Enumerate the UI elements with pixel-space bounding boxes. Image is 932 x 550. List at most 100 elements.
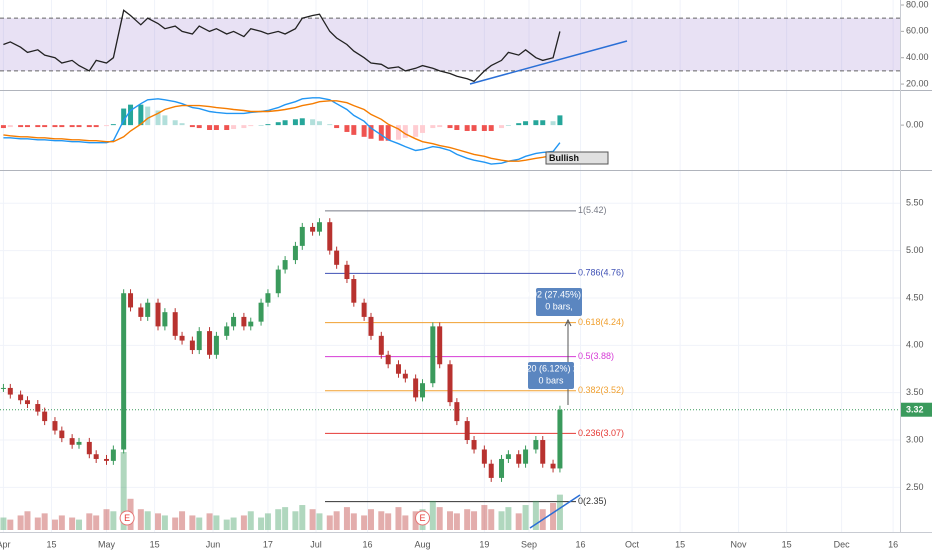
macd-histogram-bar — [248, 125, 254, 127]
candle-body — [437, 326, 443, 365]
macd-histogram-bar — [93, 125, 99, 128]
volume-bar — [395, 507, 402, 530]
macd-histogram-bar — [76, 125, 82, 128]
candle-body — [128, 293, 134, 308]
macd-histogram-bar — [241, 125, 247, 129]
volume-bar — [213, 515, 220, 530]
x-tick-label: 16 — [888, 539, 898, 549]
volume-bar — [505, 507, 512, 530]
volume-bar — [247, 511, 254, 530]
candle-body — [86, 441, 92, 455]
candle-body — [145, 302, 151, 317]
volume-bar — [93, 515, 100, 530]
rsi-tick-label: 40.00 — [906, 52, 929, 62]
x-tick-label: 15 — [782, 539, 792, 549]
volume-bar — [367, 509, 374, 530]
rsi-band — [0, 18, 900, 71]
x-tick-label: 15 — [47, 539, 57, 549]
tooltip-text: 0 bars, — [545, 301, 573, 311]
macd-histogram-bar — [437, 125, 443, 128]
candle-body — [505, 454, 511, 459]
macd-histogram-bar — [499, 125, 505, 129]
candle-body — [213, 335, 219, 355]
candle-body — [499, 458, 505, 478]
macd-histogram-bar — [488, 125, 494, 131]
macd-histogram-bar — [69, 125, 75, 128]
candle-body — [138, 307, 144, 317]
volume-bar — [34, 517, 41, 530]
volume-bar — [402, 515, 409, 530]
candle-body — [488, 463, 494, 478]
volume-bar — [447, 511, 453, 530]
candle-body — [207, 331, 213, 355]
candle-body — [52, 421, 58, 431]
macd-histogram-bar — [447, 125, 453, 129]
rsi-trend-line — [469, 40, 628, 85]
candle-body — [299, 226, 305, 246]
fib-label: 0.382(3.52) — [578, 385, 624, 395]
fib-label: 0.618(4.24) — [578, 317, 624, 327]
candle-body — [103, 458, 109, 461]
volume-bar — [275, 509, 282, 530]
macd-histogram-bar — [42, 125, 48, 128]
candle-body — [316, 222, 322, 232]
volume-bar — [453, 513, 460, 530]
event-label: E — [124, 513, 130, 523]
macd-histogram-bar — [454, 125, 460, 130]
volume-trend-line — [529, 494, 581, 529]
volume-bar — [76, 519, 83, 530]
macd-histogram-bar — [18, 125, 24, 128]
candle-body — [454, 402, 460, 422]
volume-bar — [110, 511, 117, 530]
volume-bar — [522, 505, 529, 530]
candle-body — [35, 404, 41, 412]
volume-bar — [69, 517, 76, 530]
candle-body — [69, 438, 75, 445]
candle-body — [557, 409, 563, 469]
candle-body — [430, 326, 436, 384]
volume-bar — [144, 511, 151, 530]
macd-histogram-bar — [35, 125, 41, 128]
macd-histogram-bar — [224, 125, 230, 130]
macd-histogram-bar — [557, 115, 563, 126]
macd-histogram-bar — [103, 125, 109, 127]
x-tick-label: Sep — [521, 539, 537, 549]
macd-label-box — [545, 151, 609, 165]
x-tick-label: Apr — [0, 539, 10, 549]
y-tick-label: 3.00 — [906, 434, 924, 444]
macd-histogram-bar — [172, 120, 178, 126]
volume-bar — [58, 515, 65, 530]
volume-bar — [172, 517, 179, 530]
candle-body — [420, 383, 426, 398]
measure-tooltip: 0.20 (6.12%) 20 0 bars — [519, 362, 583, 389]
macd-histogram-bar — [292, 119, 298, 126]
volume-bar — [488, 509, 495, 530]
candle-body — [481, 449, 487, 464]
x-tick-label: Nov — [731, 539, 748, 549]
macd-histogram-bar — [138, 104, 144, 126]
candle-body — [7, 387, 13, 395]
volume-bar — [343, 507, 350, 530]
macd-histogram-bar — [0, 125, 6, 129]
candle-body — [447, 364, 453, 403]
macd-histogram-bar — [213, 125, 219, 130]
fib-label: 0.5(3.88) — [578, 351, 614, 361]
volume-bar — [51, 519, 58, 530]
volume-bar — [299, 505, 306, 530]
candle-body — [368, 316, 374, 336]
measure-arrowhead — [564, 318, 572, 327]
volume-bar — [350, 513, 357, 530]
macd-histogram-bar — [505, 125, 511, 126]
candle-body — [18, 394, 24, 401]
macd-histogram-bar — [550, 121, 556, 126]
volume-bar — [264, 513, 271, 530]
candle-body — [533, 440, 539, 450]
x-tick-label: 19 — [479, 539, 489, 549]
volume-bar — [532, 500, 539, 530]
x-tick-label: 17 — [263, 539, 273, 549]
candle-body — [172, 312, 178, 336]
fib-label: 0.236(3.07) — [578, 428, 624, 438]
macd-histogram-bar — [481, 125, 487, 131]
volume-bar — [41, 513, 48, 530]
